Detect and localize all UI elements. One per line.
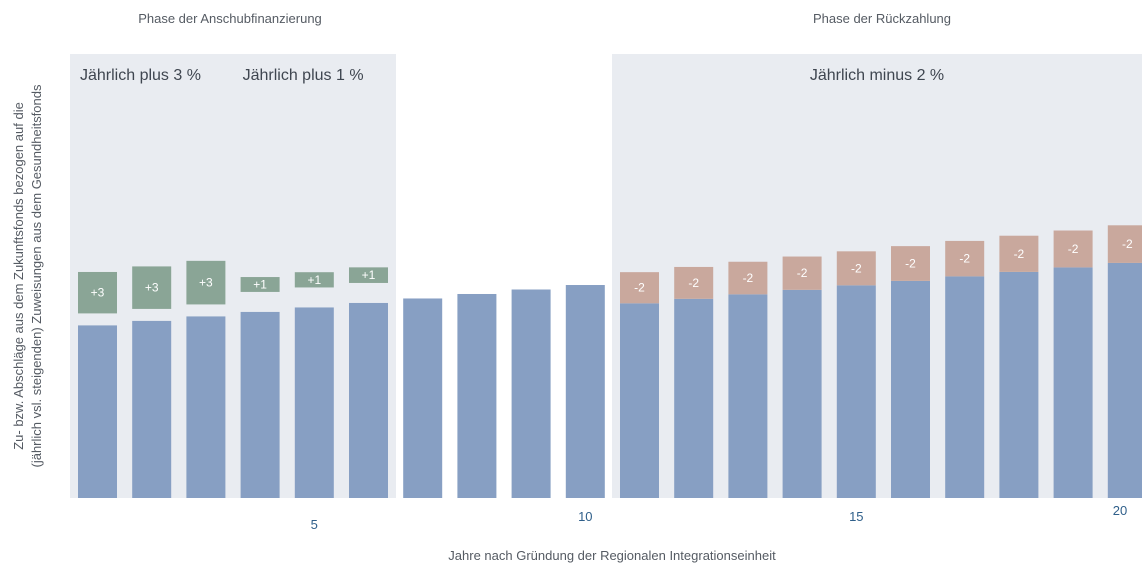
bar-adjustment	[78, 271, 117, 314]
bar-base	[132, 320, 172, 498]
bar-adjustment	[836, 251, 876, 286]
bar-base	[349, 302, 388, 498]
adjustment-label: -2	[797, 266, 808, 280]
bar-base	[945, 276, 985, 498]
bar-adjustment	[728, 261, 768, 295]
bar-adjustment	[186, 260, 226, 305]
bar-base	[240, 311, 280, 498]
bars: +3 +3 +3 +1 +1 +1 -2 -2 -2 -2 -2 -2 -2 -2 -2 -2	[78, 225, 1142, 498]
adjustment-label: -2	[851, 261, 862, 275]
bar-adjustment	[240, 277, 280, 292]
x-tick-label: 10	[578, 509, 592, 524]
adjustment-label: -2	[1122, 237, 1133, 251]
x-tick-label: 20	[1113, 503, 1127, 518]
adjustment-label: +1	[362, 268, 376, 282]
adjustment-label: +1	[307, 273, 321, 287]
adjustment-label: -2	[1068, 242, 1079, 256]
band-label: Jährlich plus 3 %	[80, 67, 201, 84]
adjustment-label: +1	[253, 277, 267, 291]
x-ticks: 5 10 15 20	[311, 503, 1128, 532]
bar-base	[728, 294, 768, 498]
bar-adjustment	[620, 272, 659, 304]
bar-adjustment	[891, 246, 930, 281]
bar-base	[186, 316, 226, 498]
bar-base	[565, 285, 605, 498]
bar-adjustment	[294, 272, 334, 288]
bar-base	[78, 325, 117, 498]
x-axis-title: Jahre nach Gründung der Regionalen Integ…	[448, 548, 776, 563]
adjustment-label: -2	[743, 271, 754, 285]
adjustment-label: +3	[91, 286, 105, 300]
phase-label-startup: Phase der Anschubfinanzierung	[138, 11, 322, 26]
y-axis-title-line-1: Zu- bzw. Abschläge aus dem Zukunftsfonds…	[11, 102, 26, 450]
adjustment-label: +3	[145, 281, 159, 295]
bar-base	[674, 298, 714, 498]
adjustment-label: -2	[1014, 247, 1025, 261]
band-label: Jährlich minus 2 %	[810, 67, 944, 84]
bar-adjustment	[1107, 225, 1142, 263]
bar-base	[403, 298, 443, 498]
bar-base	[1053, 267, 1093, 498]
bar-adjustment	[132, 266, 172, 309]
bar-base	[1107, 262, 1142, 498]
adjustment-label: -2	[688, 276, 699, 290]
x-tick-label: 5	[311, 517, 318, 532]
bar-base	[620, 303, 659, 498]
adjustment-label: -2	[905, 256, 916, 270]
adjustment-label: -2	[959, 252, 970, 266]
bar-base	[294, 307, 334, 498]
bar-base	[457, 293, 497, 498]
bar-base	[836, 285, 876, 498]
bar-adjustment	[674, 266, 714, 299]
adjustment-label: +3	[199, 276, 213, 290]
x-tick-label: 15	[849, 509, 863, 524]
bar-adjustment	[945, 240, 985, 277]
bar-adjustment	[999, 235, 1039, 272]
band-label: Jährlich plus 1 %	[243, 67, 364, 84]
bar-adjustment	[1053, 230, 1093, 268]
adjustment-label: -2	[634, 281, 645, 295]
y-axis-title-line-2: (jährlich vsl. steigenden) Zuweisungen a…	[29, 84, 44, 467]
bar-base	[999, 271, 1039, 498]
bar-adjustment	[349, 267, 388, 283]
bar-base	[891, 280, 930, 498]
phase-label-repayment: Phase der Rückzahlung	[813, 11, 951, 26]
bar-base	[782, 289, 822, 498]
bar-base	[511, 289, 551, 498]
bar-adjustment	[782, 256, 822, 290]
